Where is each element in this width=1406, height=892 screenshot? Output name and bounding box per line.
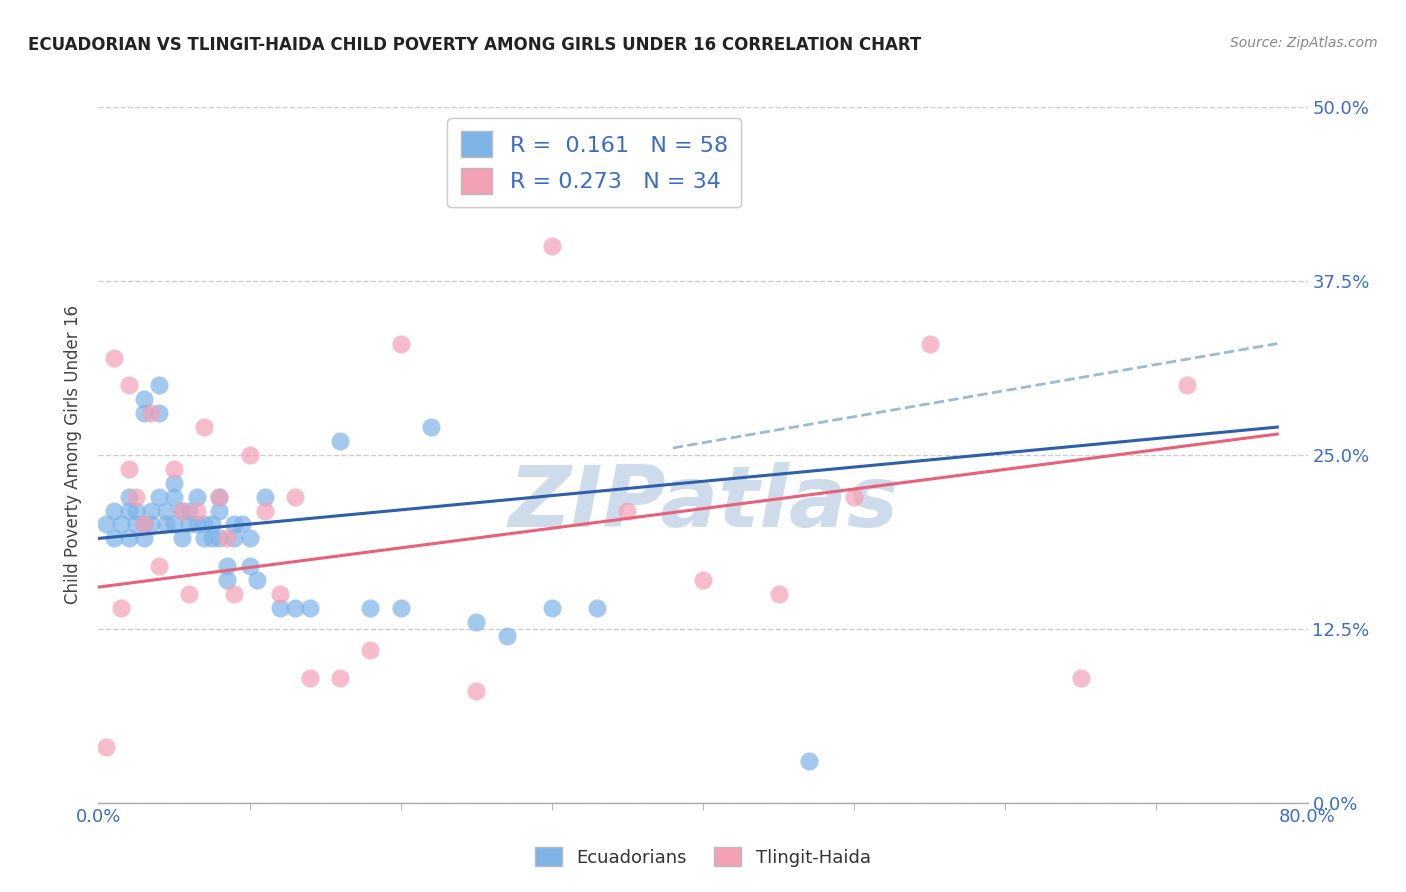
Point [616, 503, 638, 517]
Point [132, 517, 155, 532]
Point [155, 517, 177, 532]
Point [132, 517, 155, 532]
Point [179, 587, 201, 601]
Point [208, 503, 231, 517]
Point [201, 517, 224, 532]
Point [103, 351, 125, 365]
Point [329, 434, 352, 448]
Point [540, 239, 562, 253]
Point [299, 671, 322, 685]
Point [662, 155, 685, 169]
Point [224, 532, 246, 546]
Point [208, 490, 231, 504]
Point [125, 490, 148, 504]
Point [208, 532, 231, 546]
Point [118, 503, 141, 517]
Text: ZIPatlas: ZIPatlas [508, 462, 898, 545]
Point [141, 517, 163, 532]
Point [389, 336, 412, 351]
Point [465, 615, 488, 629]
Point [155, 503, 177, 517]
Point [540, 601, 562, 615]
Point [193, 517, 215, 532]
Point [586, 601, 609, 615]
Point [224, 587, 246, 601]
Point [253, 490, 276, 504]
Point [186, 503, 208, 517]
Point [193, 420, 215, 434]
Point [299, 601, 322, 615]
Point [269, 587, 291, 601]
Point [284, 490, 307, 504]
Point [163, 475, 186, 490]
Point [495, 629, 517, 643]
Point [768, 587, 790, 601]
Point [208, 490, 231, 504]
Point [239, 559, 262, 574]
Point [253, 503, 276, 517]
Point [148, 559, 170, 574]
Point [110, 517, 132, 532]
Point [125, 517, 148, 532]
Point [1175, 378, 1198, 392]
Point [118, 490, 141, 504]
Point [186, 490, 208, 504]
Point [141, 406, 163, 420]
Point [239, 532, 262, 546]
Point [239, 448, 262, 462]
Point [231, 517, 253, 532]
Point [215, 573, 238, 587]
Point [360, 601, 382, 615]
Point [918, 336, 941, 351]
Point [224, 517, 246, 532]
Point [797, 754, 820, 768]
Legend: Ecuadorians, Tlingit-Haida: Ecuadorians, Tlingit-Haida [529, 840, 877, 874]
Point [193, 532, 215, 546]
Point [118, 532, 141, 546]
Point [110, 601, 132, 615]
Legend: R =  0.161   N = 58, R = 0.273   N = 34: R = 0.161 N = 58, R = 0.273 N = 34 [447, 118, 741, 207]
Text: ECUADORIAN VS TLINGIT-HAIDA CHILD POVERTY AMONG GIRLS UNDER 16 CORRELATION CHART: ECUADORIAN VS TLINGIT-HAIDA CHILD POVERT… [28, 36, 921, 54]
Point [163, 462, 186, 476]
Point [692, 573, 714, 587]
Point [179, 503, 201, 517]
Point [148, 490, 170, 504]
Point [269, 601, 291, 615]
Point [94, 740, 117, 755]
Point [103, 532, 125, 546]
Point [103, 503, 125, 517]
Point [389, 601, 412, 615]
Y-axis label: Child Poverty Among Girls Under 16: Child Poverty Among Girls Under 16 [65, 305, 83, 605]
Point [215, 559, 238, 574]
Point [170, 503, 193, 517]
Point [329, 671, 352, 685]
Point [132, 392, 155, 407]
Point [201, 532, 224, 546]
Point [360, 642, 382, 657]
Point [118, 462, 141, 476]
Point [118, 378, 141, 392]
Point [132, 532, 155, 546]
Point [125, 503, 148, 517]
Point [246, 573, 269, 587]
Point [465, 684, 488, 698]
Point [94, 517, 117, 532]
Point [186, 517, 208, 532]
Point [215, 532, 238, 546]
Point [284, 601, 307, 615]
Point [420, 420, 443, 434]
Point [163, 490, 186, 504]
Point [179, 517, 201, 532]
Text: Source: ZipAtlas.com: Source: ZipAtlas.com [1230, 36, 1378, 50]
Point [170, 503, 193, 517]
Point [141, 503, 163, 517]
Point [148, 378, 170, 392]
Point [1070, 671, 1092, 685]
Point [170, 532, 193, 546]
Point [132, 406, 155, 420]
Point [844, 490, 866, 504]
Point [163, 517, 186, 532]
Point [148, 406, 170, 420]
